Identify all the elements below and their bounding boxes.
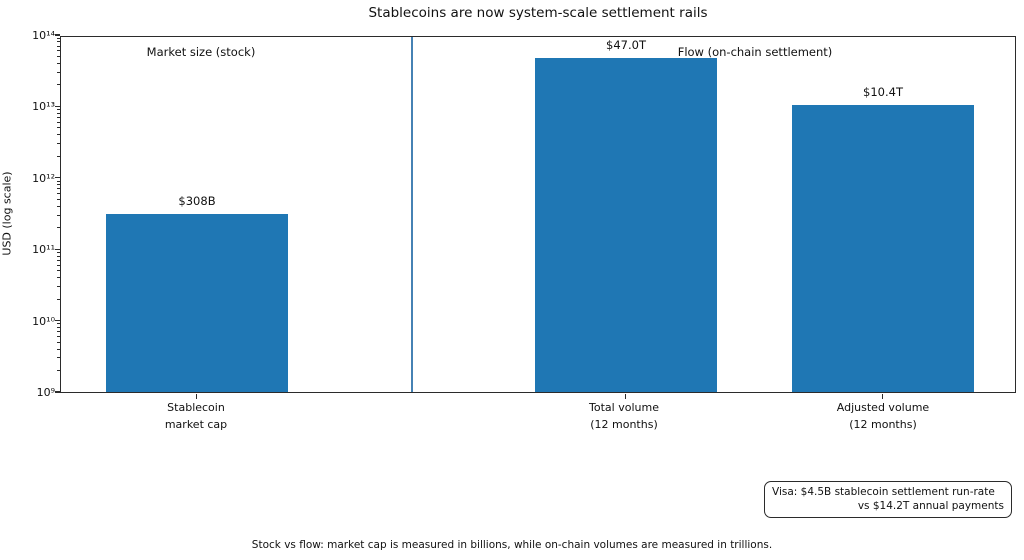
bar-value-label-stablecoin: $308B	[178, 194, 216, 209]
y-minor-tick	[57, 127, 60, 129]
y-minor-tick	[57, 335, 60, 337]
y-minor-tick	[57, 109, 60, 111]
visa-annotation-line1: Visa: $4.5B stablecoin settlement run-ra…	[772, 486, 995, 498]
y-minor-tick	[57, 357, 60, 359]
y-minor-tick	[57, 117, 60, 118]
y-minor-tick	[57, 37, 60, 39]
bar-total-volume	[535, 58, 717, 392]
y-minor-tick	[57, 62, 60, 64]
y-minor-tick	[57, 143, 60, 145]
y-minor-tick	[57, 50, 60, 52]
y-minor-tick	[57, 259, 60, 261]
y-minor-tick	[57, 298, 60, 300]
y-major-tick	[55, 105, 60, 107]
y-tick-label-1e13: 10¹³	[32, 100, 55, 113]
y-minor-tick	[57, 252, 60, 253]
y-minor-tick	[57, 155, 60, 157]
y-minor-tick	[57, 198, 60, 200]
y-minor-tick	[57, 341, 60, 343]
y-minor-tick	[57, 134, 60, 136]
bar-stablecoin-market-cap	[106, 214, 288, 392]
y-tick-label-1e14: 10¹⁴	[32, 29, 55, 42]
y-axis-label: USD (log scale)	[0, 171, 14, 256]
chart-title: Stablecoins are now system-scale settlem…	[368, 5, 708, 21]
group-divider-line	[411, 37, 413, 392]
y-minor-tick	[57, 270, 60, 272]
y-minor-tick	[57, 112, 60, 114]
y-tick-label-1e10: 10¹⁰	[32, 315, 55, 328]
x-tick-label-total-volume: Total volume (12 months)	[589, 401, 659, 432]
visa-annotation-line2: vs $14.2T annual payments	[857, 500, 1004, 513]
y-tick-label-1e12: 10¹²	[32, 172, 55, 185]
section-label-flow: Flow (on-chain settlement)	[677, 45, 833, 59]
y-minor-tick	[57, 331, 60, 333]
bar-adjusted-volume	[792, 105, 974, 392]
x-tick-mark	[625, 394, 627, 399]
x-tick-label-adjusted-volume: Adjusted volume (12 months)	[836, 401, 930, 432]
footnote: Stock vs flow: market cap is measured in…	[251, 539, 773, 551]
y-minor-tick	[57, 193, 60, 195]
y-minor-tick	[57, 370, 60, 371]
bar-value-label-adjusted-volume: $10.4T	[863, 85, 903, 100]
y-minor-tick	[57, 56, 60, 57]
y-tick-label-1e9: 10⁹	[36, 386, 55, 399]
y-minor-tick	[57, 277, 60, 279]
y-minor-tick	[57, 227, 60, 229]
y-minor-tick	[57, 184, 60, 186]
y-minor-tick	[57, 264, 60, 266]
y-minor-tick	[57, 84, 60, 86]
y-minor-tick	[57, 41, 60, 43]
bar-value-label-total-volume: $47.0T	[606, 38, 646, 53]
y-minor-tick	[57, 323, 60, 325]
y-minor-tick	[57, 286, 60, 287]
y-tick-label-1e11: 10¹¹	[32, 243, 55, 256]
y-major-tick	[55, 177, 60, 179]
y-minor-tick	[57, 188, 60, 190]
y-major-tick	[55, 34, 60, 36]
section-label-market-size: Market size (stock)	[146, 45, 256, 59]
y-minor-tick	[57, 180, 60, 182]
y-minor-tick	[57, 205, 60, 207]
x-tick-mark	[196, 394, 198, 399]
y-major-tick	[55, 391, 60, 393]
y-minor-tick	[57, 348, 60, 350]
plot-area: $308B $47.0T $10.4T Market size (stock) …	[55, 34, 1016, 399]
y-major-tick	[55, 319, 60, 322]
y-minor-tick	[57, 255, 60, 257]
y-minor-tick	[57, 71, 60, 73]
y-minor-tick	[57, 327, 60, 328]
y-minor-tick	[57, 121, 60, 123]
visa-annotation-box: Visa: $4.5B stablecoin settlement run-ra…	[764, 481, 1012, 519]
x-tick-mark	[882, 394, 884, 399]
x-tick-label-stablecoin: Stablecoin market cap	[164, 401, 228, 432]
y-major-tick	[55, 248, 60, 250]
y-minor-tick	[57, 45, 60, 47]
y-minor-tick	[57, 214, 60, 216]
